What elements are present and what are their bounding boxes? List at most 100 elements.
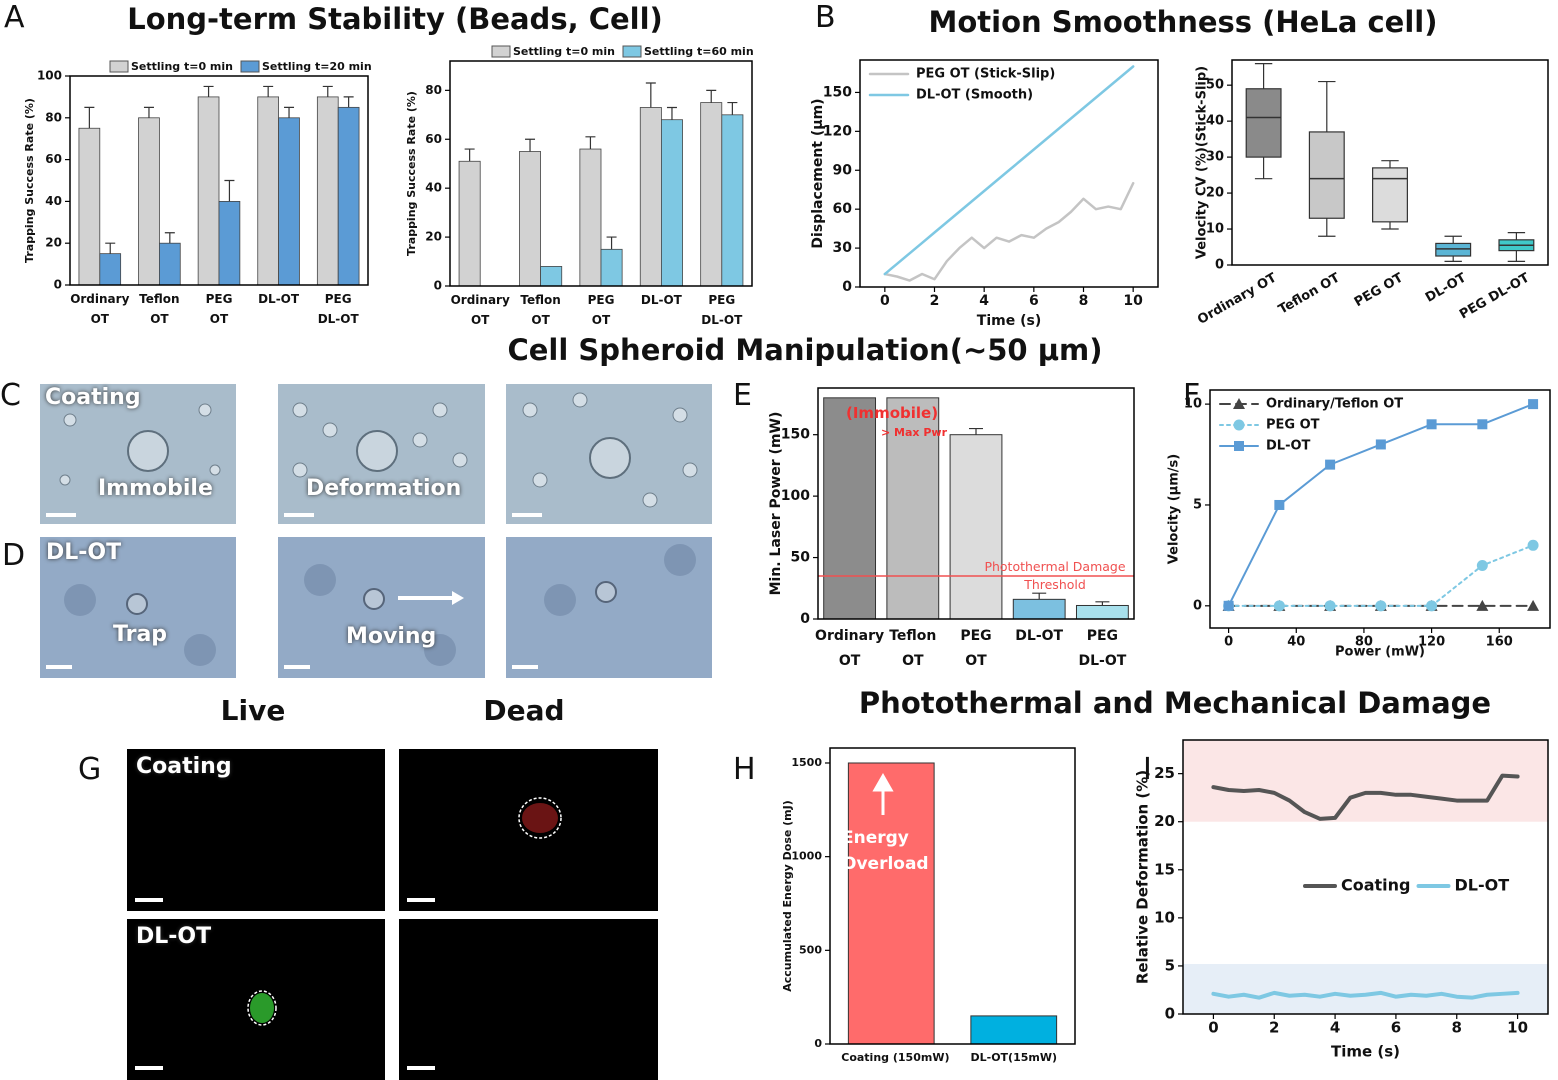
series-line: [883, 65, 1135, 276]
x-tick-label: PEG OT: [960, 628, 992, 669]
legend-label: Settling t=0 min: [513, 45, 615, 58]
y-tick-label: 0: [1165, 1005, 1175, 1023]
series-line: [883, 181, 1135, 282]
x-tick-label: PEG OT: [1352, 270, 1406, 310]
x-tick-label: PEG DL-OT: [1078, 628, 1127, 669]
y-tick-label: 0: [1193, 598, 1202, 613]
y-tick-label: 150: [781, 427, 810, 443]
column-title: Dead: [483, 694, 565, 727]
y-tick-label: 150: [823, 84, 852, 100]
y-axis-label: Trapping Success Rate (%): [23, 98, 36, 263]
panel-letter: H: [733, 752, 756, 787]
plot-frame: [1231, 59, 1549, 266]
micrograph-c2: [278, 384, 485, 524]
point: [1375, 439, 1386, 450]
x-tick-label: 8: [1452, 1019, 1462, 1037]
chart: 0 500 1000 1500 Accumulated Energy Dose (mJ): [781, 747, 1076, 1050]
x-tick-label: 8: [1079, 293, 1089, 309]
x-tick-label: DL-OT: [1423, 270, 1469, 305]
y-tick-label: 100: [781, 488, 810, 504]
chart: 0 30 60 90 120 150 0 2 4 6 8 10 Displacement (μm) Tim…: [810, 59, 1159, 329]
point: [1527, 539, 1539, 551]
box: [1372, 167, 1408, 223]
bar: [600, 248, 623, 287]
plot-frame: [859, 59, 1159, 288]
y-tick-label: 5: [1165, 956, 1175, 974]
y-tick-label: 30: [833, 240, 853, 256]
x-tick-label: 160: [1486, 635, 1513, 650]
micrograph-c3: [506, 384, 712, 524]
error-bar: [525, 138, 536, 152]
y-axis-label: Accumulated Energy Dose (mJ): [781, 800, 794, 992]
bar: [823, 397, 877, 620]
panel-letter: A: [4, 0, 25, 35]
x-tick-label: 2: [930, 293, 940, 309]
x-tick-label: PEG OT: [587, 293, 615, 327]
legend-label: DL-OT (Smooth): [916, 88, 1033, 103]
x-tick-label: 4: [1330, 1019, 1340, 1037]
section-title: Cell Spheroid Manipulation(~50 μm): [507, 333, 1103, 367]
series-line: [1227, 544, 1535, 607]
legend-swatch: [491, 45, 511, 58]
legend-label: Settling t=20 min: [262, 60, 372, 73]
micrograph-c1: [40, 384, 236, 524]
point: [1273, 600, 1285, 612]
x-tick-label: Teflon OT: [139, 292, 180, 326]
bar: [1075, 604, 1129, 620]
point: [1476, 599, 1489, 611]
series-line: [1227, 403, 1535, 607]
image-label: Trap: [113, 622, 168, 647]
x-tick-label: 40: [1287, 635, 1305, 650]
y-axis-label: Velocity (μm/s): [1167, 454, 1182, 564]
bar: [197, 96, 220, 286]
x-tick-label: Teflon OT: [1276, 270, 1343, 317]
section-title: Photothermal and Mechanical Damage: [858, 686, 1492, 720]
point: [1477, 419, 1488, 430]
point: [1234, 441, 1244, 451]
point: [1528, 399, 1539, 410]
y-tick-label: 120: [823, 123, 852, 139]
x-tick-label: PEG DL-OT: [701, 293, 743, 327]
x-tick-label: 6: [1391, 1019, 1401, 1037]
series-line: [1211, 990, 1520, 1000]
y-tick-label: 100: [37, 69, 62, 83]
point: [1325, 459, 1336, 470]
y-tick-label: 20: [425, 230, 442, 244]
annotation: > Max Pwr: [881, 426, 947, 439]
x-tick-label: 120: [1418, 635, 1445, 650]
error-bar: [284, 106, 295, 118]
y-tick-label: 20: [45, 236, 62, 250]
fluorescence-images: [127, 749, 658, 1080]
error-bar: [84, 106, 95, 129]
x-axis-label: Time (s): [977, 313, 1041, 329]
y-axis-label: Min. Laser Power (mW): [768, 412, 784, 596]
panel-letter: F: [1183, 378, 1201, 413]
legend-label: PEG OT (Stick-Slip): [916, 67, 1055, 82]
panel-letter: B: [815, 0, 836, 35]
legend-label: DL-OT: [1266, 439, 1311, 454]
x-tick-label: DL-OT: [258, 292, 300, 306]
panel-letter: C: [0, 378, 21, 413]
x-tick-label: 10: [1507, 1019, 1528, 1037]
point: [1274, 499, 1285, 510]
bar: [138, 117, 160, 286]
y-axis-label: Relative Deformation (%): [1134, 770, 1152, 984]
legend-label: Coating: [1341, 876, 1411, 895]
x-tick-label: PEG DL-OT: [1457, 270, 1532, 322]
point: [1324, 600, 1336, 612]
y-tick-label: 0: [54, 278, 62, 292]
x-axis-label: Power (mW): [1335, 645, 1425, 660]
image-label: Deformation: [306, 476, 462, 501]
legend-swatch: [622, 45, 642, 58]
y-tick-label: 20: [1154, 812, 1175, 830]
section-title: Long-term Stability (Beads, Cell): [127, 2, 663, 36]
y-tick-label: 40: [425, 181, 442, 195]
x-tick-label: 2: [1269, 1019, 1279, 1037]
x-tick-label: Coating (150mW): [841, 1051, 950, 1064]
point: [1375, 600, 1387, 612]
plot-frame: [1182, 739, 1549, 1015]
x-tick-label: 80: [1355, 635, 1373, 650]
bar: [257, 96, 279, 286]
x-tick-label: Ordinary OT: [1195, 270, 1279, 327]
